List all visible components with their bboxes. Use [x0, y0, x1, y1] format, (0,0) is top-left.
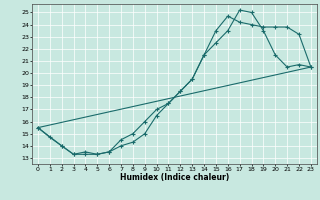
X-axis label: Humidex (Indice chaleur): Humidex (Indice chaleur): [120, 173, 229, 182]
